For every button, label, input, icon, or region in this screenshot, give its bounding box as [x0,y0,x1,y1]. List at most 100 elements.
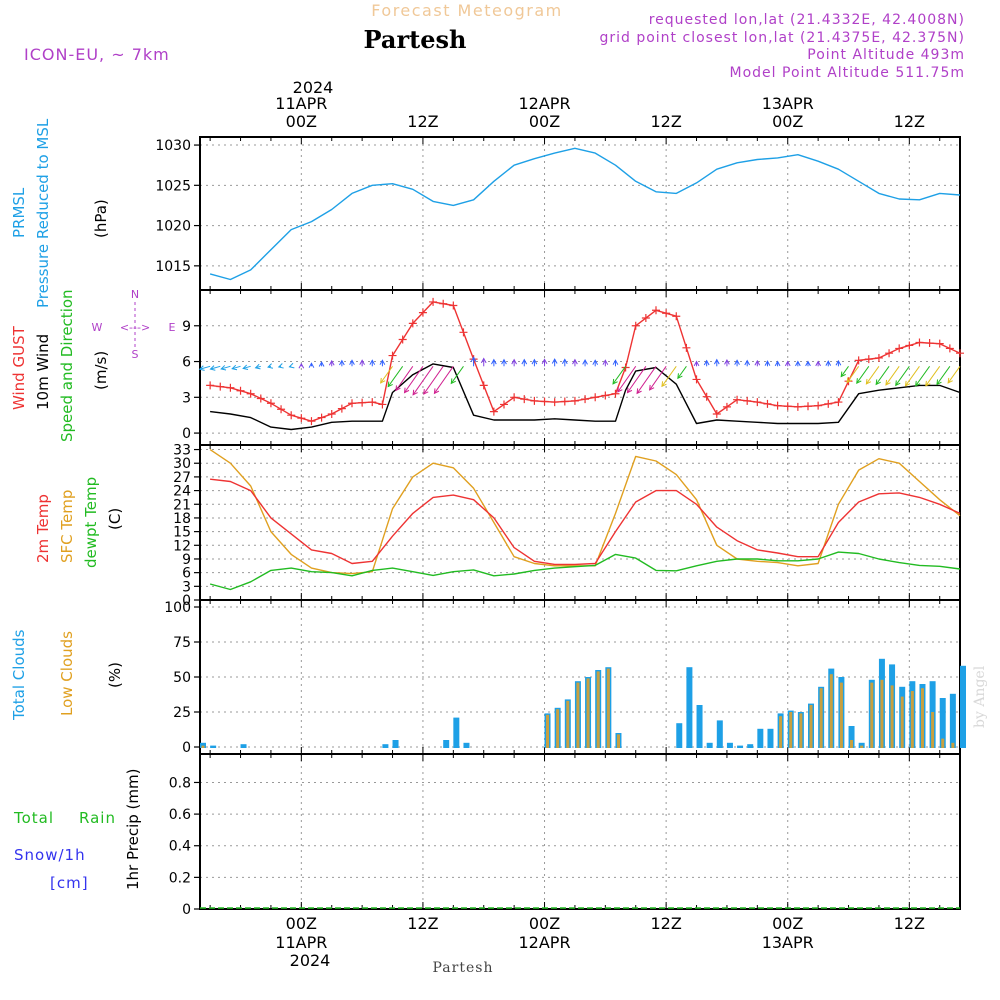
y-tick-label: 0 [182,740,191,756]
gust-marker [540,397,549,406]
total-cloud-bar [747,744,754,748]
wind-direction-arrow [885,366,900,386]
low-cloud-bar [839,682,843,748]
precip-snow-unit-label: [cm] [50,874,89,892]
y-tick-label: 27 [173,470,191,486]
prmsl-line [209,147,961,281]
y-tick-label: 0.6 [169,807,191,823]
total-cloud-bar [726,742,733,748]
wind-arrowhead [904,380,911,387]
top-hour-label: 00Z [286,112,317,131]
bottom-hour-label: 00Z [529,914,560,933]
low-cloud-bar [920,688,924,748]
y-tick-label: 6 [182,355,191,371]
total-cloud-bar [210,745,217,748]
y-tick-label: 15 [173,525,191,541]
wind-arrowhead [612,359,619,365]
wind-arrowhead [198,365,205,371]
low-cloud-bar [546,714,550,748]
wind-arrowhead [713,358,720,365]
wind-arrowhead [677,373,683,380]
bottom-hour-label: 00Z [772,914,803,933]
y-tick-label: 18 [173,511,191,527]
gust-marker [337,404,346,413]
wind-arrowhead [875,379,881,386]
compass-n: N [131,288,139,301]
gust-marker [266,399,275,408]
gust-marker [297,414,306,423]
wind-arrowhead [636,388,642,395]
wind-arrowhead [784,360,791,367]
wind-direction-arrow [661,366,677,387]
y-tick-label: 0.4 [169,839,191,855]
panel-frame [199,753,961,910]
wind-arrowhead [925,380,931,387]
gust-marker [439,299,448,308]
sfc-temp-label: SFC Temp [58,490,76,563]
wind-arrowhead [433,388,440,395]
low-cloud-bar [900,696,904,748]
total-cloud-bar [960,665,966,748]
gust-marker [236,386,245,395]
gridpoint-coords: grid point closest lon,lat (21.4375E, 42… [599,30,965,46]
low-cloud-bar [819,688,823,748]
panel-frame [199,444,961,601]
gust-marker [935,339,944,348]
y-tick-label: 0 [182,593,191,609]
top-axis-year: 2024 [293,78,334,97]
gust-marker [773,401,782,410]
gust-marker [449,301,458,310]
wind-arrowhead [602,359,609,365]
wind-arrowhead [328,359,335,366]
wind-arrowhead [267,363,274,369]
total-clouds-label: Total Clouds [10,629,28,721]
wind-direction-arrow [232,365,241,370]
top-hour-label: 12Z [894,112,925,131]
gust-marker [925,339,934,348]
wind-arrowhead [815,360,821,367]
wind-direction-arrow [450,366,464,384]
gust-marker [520,395,529,404]
wind-direction-arrow [617,366,637,393]
gust-marker [743,396,752,405]
wind-direction-arrow [915,366,931,387]
wind-direction-arrow [846,366,860,383]
y-tick-label: 0.2 [169,870,191,886]
wind-direction-arrow [412,366,434,396]
wind-direction-arrow [423,366,444,395]
wind-arrowhead [379,359,386,365]
wind-arrowhead [856,378,862,385]
gust-marker [885,349,894,358]
gust-marker [206,381,215,390]
wind-direction-arrow [895,366,910,386]
wind-arrowhead [626,387,633,394]
gust-marker [500,400,508,409]
wind-direction-arrow [840,366,849,377]
low-cloud-bar [201,745,205,748]
wind-arrowhead [734,359,740,365]
low-clouds-label: Low Clouds [58,631,76,716]
wind-arrowhead [349,359,355,365]
top-hour-label: 00Z [529,112,560,131]
wind-direction-arrow [875,366,890,385]
gust-marker [824,399,833,408]
gust-marker [915,338,924,347]
low-cloud-bar [850,740,854,748]
gust-marker [398,335,407,344]
low-cloud-bar [779,716,783,748]
wind-arrowhead [561,358,568,365]
prmsl-label: PRMSL [10,187,28,238]
total-cloud-bar [463,742,470,748]
point-altitude: Point Altitude 493m [807,47,965,63]
wind-arrowhead [895,380,901,387]
wind-arrowhead [835,359,842,366]
wind-direction-arrow [221,365,231,370]
total-cloud-bar [696,705,703,748]
wind-arrowhead [531,358,538,365]
low-cloud-bar [931,712,935,748]
total-cloud-bar [200,742,206,748]
wind-direction-arrow [433,366,454,394]
total-cloud-bar [676,723,683,748]
